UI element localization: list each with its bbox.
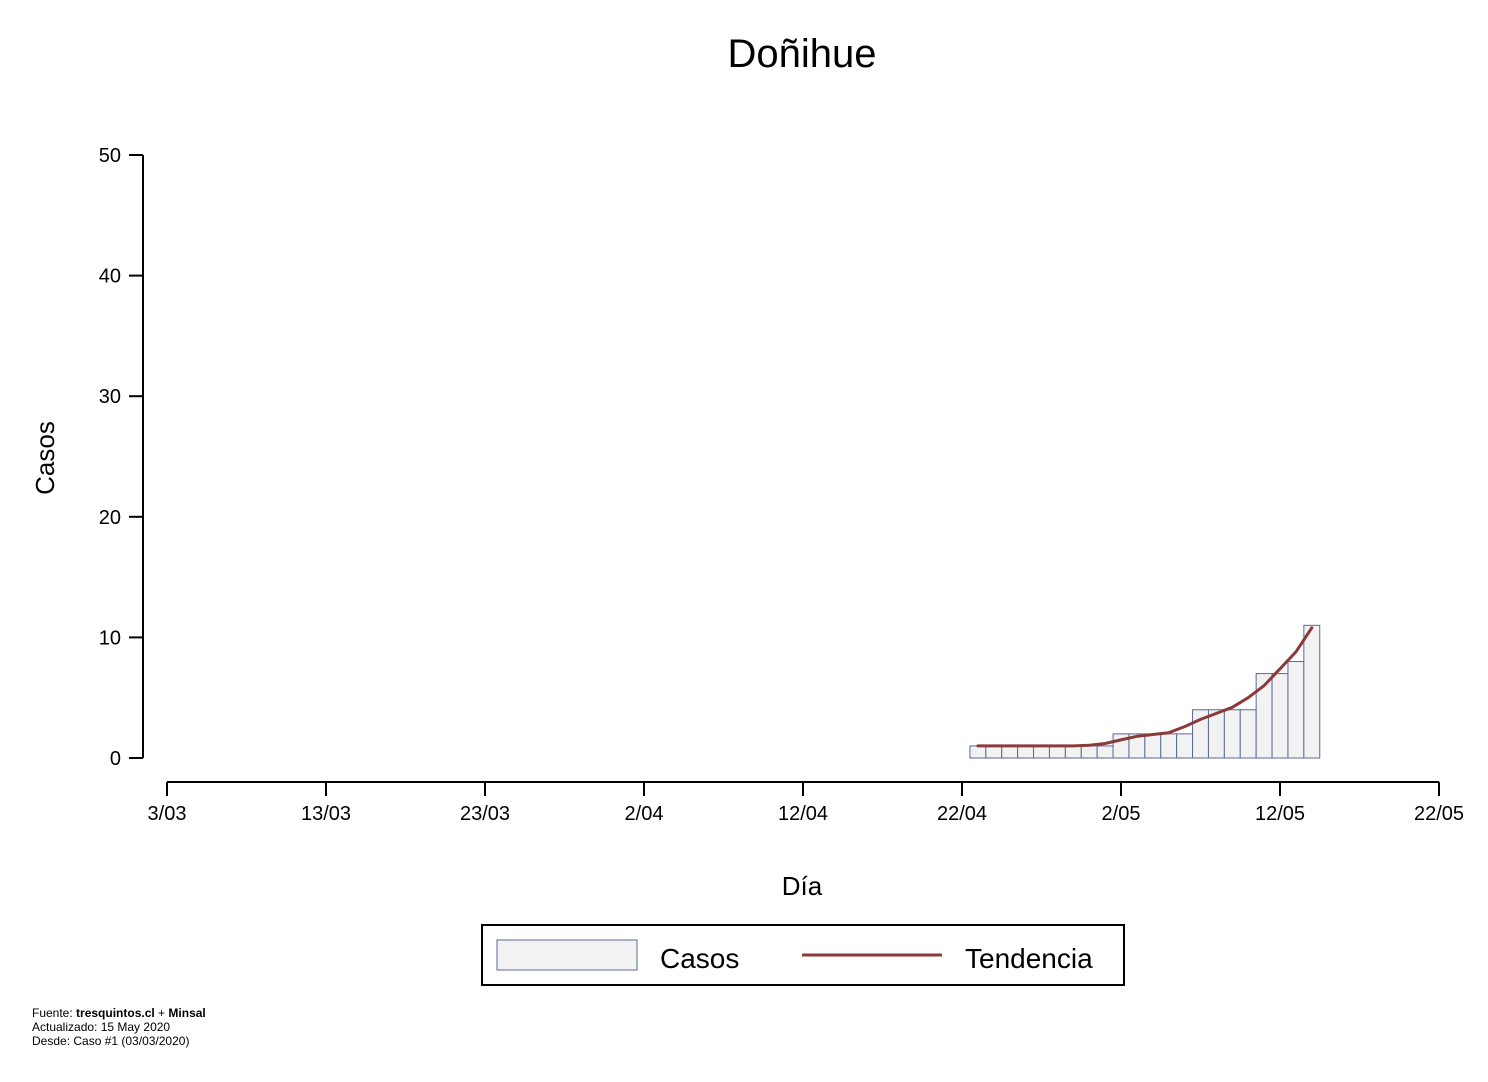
y-tick-label: 50	[99, 145, 121, 167]
legend: Casos Tendencia	[481, 924, 1125, 986]
legend-casos-swatch	[496, 939, 638, 971]
footer: Fuente: tresquintos.cl + Minsal Actualiz…	[32, 1006, 206, 1048]
legend-casos-label: Casos	[660, 943, 739, 974]
x-tick-label: 22/04	[937, 803, 987, 825]
x-tick-label: 22/05	[1414, 803, 1464, 825]
bar	[1223, 709, 1241, 759]
bar	[1033, 745, 1050, 759]
x-tick-label: 12/05	[1255, 803, 1305, 825]
bar	[1001, 745, 1019, 759]
bar	[1080, 745, 1098, 759]
footer-updated: Actualizado: 15 May 2020	[32, 1020, 171, 1034]
x-tick-label: 3/03	[148, 803, 187, 825]
x-tick-label: 13/03	[301, 803, 351, 825]
bars	[969, 624, 1321, 759]
footer-since: Desde: Caso #1 (03/03/2020)	[32, 1034, 190, 1048]
chart-title: Doñihue	[727, 32, 876, 76]
bar	[969, 745, 987, 759]
bar	[1303, 624, 1321, 759]
trend-line-group	[976, 626, 1314, 748]
footer-source-a: tresquintos.cl	[76, 1006, 155, 1020]
bar	[985, 745, 1003, 759]
bar	[1271, 673, 1289, 759]
legend-tendencia-label: Tendencia	[965, 943, 1093, 974]
y-tick-label: 30	[99, 386, 121, 408]
y-tick-label: 0	[110, 748, 121, 770]
bar	[1064, 745, 1082, 759]
y-tick-label: 10	[99, 627, 121, 649]
y-tick-label: 40	[99, 266, 121, 288]
footer-source: Fuente: tresquintos.cl + Minsal	[32, 1006, 206, 1020]
trend-line	[976, 626, 1314, 748]
x-tick-label: 2/04	[625, 803, 664, 825]
footer-source-sep: +	[154, 1006, 169, 1020]
bar	[1017, 745, 1035, 759]
bar	[1048, 745, 1066, 759]
bar	[1160, 733, 1178, 759]
footer-source-prefix: Fuente:	[32, 1006, 77, 1020]
x-tick-label: 23/03	[460, 803, 510, 825]
bar	[1239, 709, 1257, 759]
y-axis-label: Casos	[30, 421, 60, 495]
y-tick-label: 20	[99, 507, 121, 529]
bar	[1144, 733, 1162, 759]
footer-source-b: Minsal	[168, 1006, 206, 1020]
x-tick-label: 12/04	[778, 803, 828, 825]
bar	[1287, 661, 1305, 759]
y-axis: 0 10 20 30 40 50	[99, 145, 144, 770]
bar	[1176, 733, 1194, 759]
bar	[1096, 745, 1114, 759]
x-tick-label: 2/05	[1102, 803, 1141, 825]
x-axis-label: Día	[782, 871, 823, 901]
x-axis: 3/03 13/03 23/03 2/04 12/04 22/04 2/05 12/05 22/…	[148, 781, 1464, 825]
